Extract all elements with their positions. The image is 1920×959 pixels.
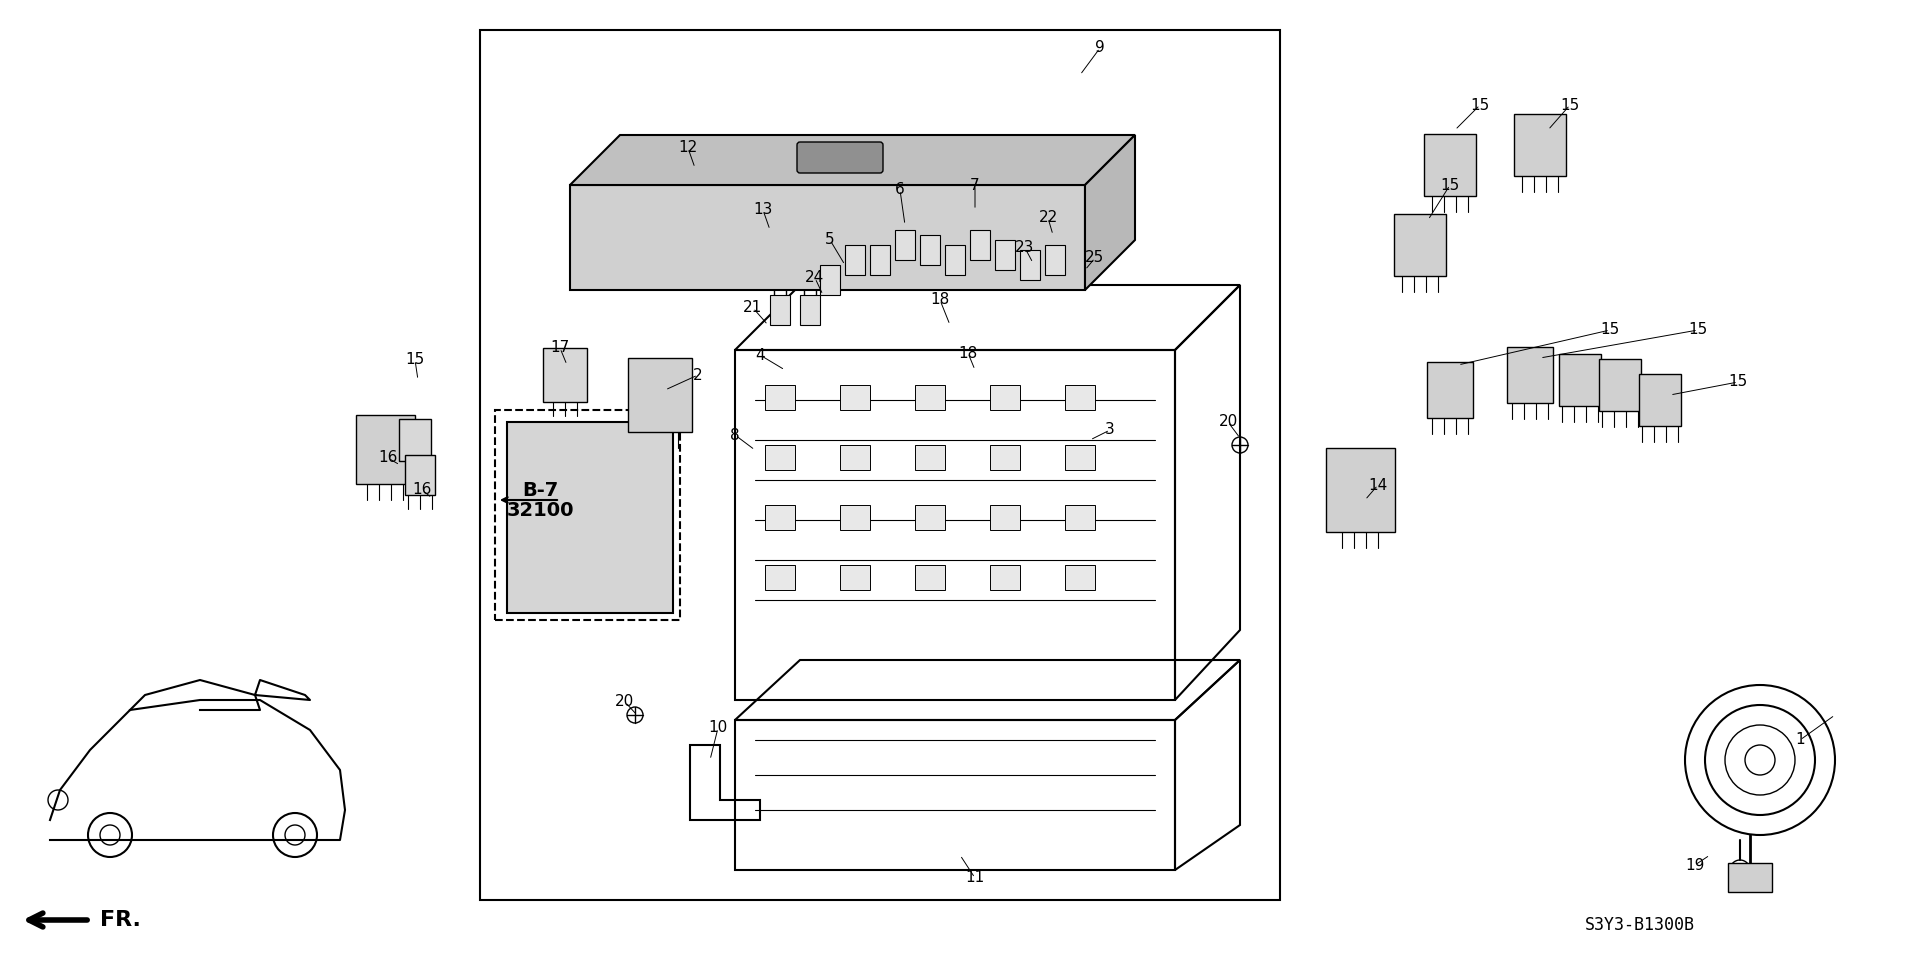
FancyBboxPatch shape	[916, 445, 945, 470]
Text: 6: 6	[895, 182, 904, 198]
Text: B-7: B-7	[522, 480, 559, 500]
FancyBboxPatch shape	[1427, 362, 1473, 418]
Text: 5: 5	[826, 232, 835, 247]
FancyBboxPatch shape	[841, 505, 870, 530]
FancyBboxPatch shape	[1066, 565, 1094, 590]
FancyBboxPatch shape	[916, 385, 945, 410]
FancyBboxPatch shape	[1425, 134, 1476, 196]
Text: 23: 23	[1016, 241, 1035, 255]
FancyBboxPatch shape	[399, 419, 430, 461]
Text: 12: 12	[678, 141, 697, 155]
FancyBboxPatch shape	[991, 385, 1020, 410]
Text: 20: 20	[616, 694, 636, 710]
Text: 2: 2	[693, 367, 703, 383]
FancyBboxPatch shape	[916, 505, 945, 530]
Text: 16: 16	[378, 451, 397, 465]
FancyBboxPatch shape	[1599, 359, 1642, 411]
FancyBboxPatch shape	[991, 445, 1020, 470]
FancyBboxPatch shape	[628, 358, 691, 432]
Text: FR.: FR.	[100, 910, 140, 930]
FancyBboxPatch shape	[1640, 374, 1682, 426]
FancyBboxPatch shape	[1515, 114, 1567, 176]
FancyBboxPatch shape	[841, 565, 870, 590]
FancyBboxPatch shape	[1394, 214, 1446, 276]
Text: 15: 15	[1728, 375, 1747, 389]
Text: 4: 4	[755, 347, 764, 363]
FancyBboxPatch shape	[1066, 505, 1094, 530]
Text: 16: 16	[413, 482, 432, 498]
FancyBboxPatch shape	[895, 230, 916, 260]
FancyBboxPatch shape	[1559, 354, 1601, 406]
Bar	[480, 30, 1281, 900]
FancyBboxPatch shape	[870, 245, 891, 275]
FancyBboxPatch shape	[764, 505, 795, 530]
Text: 14: 14	[1369, 478, 1388, 493]
Text: 13: 13	[753, 202, 772, 218]
Text: 8: 8	[730, 428, 739, 442]
Polygon shape	[570, 135, 1135, 185]
FancyBboxPatch shape	[764, 385, 795, 410]
FancyBboxPatch shape	[920, 235, 941, 265]
FancyBboxPatch shape	[1066, 385, 1094, 410]
FancyBboxPatch shape	[820, 265, 841, 295]
FancyBboxPatch shape	[916, 565, 945, 590]
FancyBboxPatch shape	[841, 385, 870, 410]
FancyBboxPatch shape	[405, 455, 436, 495]
FancyBboxPatch shape	[995, 240, 1016, 270]
FancyBboxPatch shape	[1507, 347, 1553, 403]
Text: 20: 20	[1219, 414, 1238, 430]
Text: 15: 15	[405, 353, 424, 367]
Text: 32100: 32100	[507, 501, 574, 520]
Text: 15: 15	[1601, 322, 1620, 338]
FancyBboxPatch shape	[1020, 250, 1041, 280]
FancyBboxPatch shape	[797, 142, 883, 173]
Text: 24: 24	[804, 270, 824, 286]
Text: 25: 25	[1085, 250, 1104, 266]
FancyBboxPatch shape	[770, 295, 789, 325]
FancyBboxPatch shape	[1327, 448, 1396, 532]
FancyBboxPatch shape	[543, 348, 588, 402]
Polygon shape	[1085, 135, 1135, 290]
Text: 7: 7	[970, 177, 979, 193]
Polygon shape	[570, 185, 1085, 290]
Text: 15: 15	[1440, 177, 1459, 193]
FancyBboxPatch shape	[945, 245, 966, 275]
FancyBboxPatch shape	[507, 422, 674, 613]
FancyBboxPatch shape	[355, 415, 415, 484]
Text: 15: 15	[1471, 98, 1490, 112]
FancyBboxPatch shape	[841, 445, 870, 470]
FancyBboxPatch shape	[845, 245, 866, 275]
Text: 22: 22	[1039, 210, 1058, 225]
FancyBboxPatch shape	[1066, 445, 1094, 470]
Text: 10: 10	[708, 720, 728, 736]
Text: 15: 15	[1688, 322, 1707, 338]
FancyBboxPatch shape	[991, 505, 1020, 530]
FancyBboxPatch shape	[801, 295, 820, 325]
Text: 11: 11	[966, 871, 985, 885]
FancyBboxPatch shape	[1728, 863, 1772, 892]
Text: 9: 9	[1094, 40, 1104, 56]
FancyBboxPatch shape	[764, 445, 795, 470]
Text: 18: 18	[958, 345, 977, 361]
Text: 3: 3	[1106, 423, 1116, 437]
FancyBboxPatch shape	[991, 565, 1020, 590]
Text: S3Y3-B1300B: S3Y3-B1300B	[1586, 916, 1695, 934]
Text: 18: 18	[931, 292, 950, 308]
Text: 19: 19	[1686, 857, 1705, 873]
FancyBboxPatch shape	[1044, 245, 1066, 275]
Text: 15: 15	[1561, 98, 1580, 112]
Text: 21: 21	[743, 300, 762, 316]
FancyBboxPatch shape	[970, 230, 991, 260]
Text: 17: 17	[551, 340, 570, 356]
Text: 1: 1	[1795, 733, 1805, 747]
FancyBboxPatch shape	[764, 565, 795, 590]
